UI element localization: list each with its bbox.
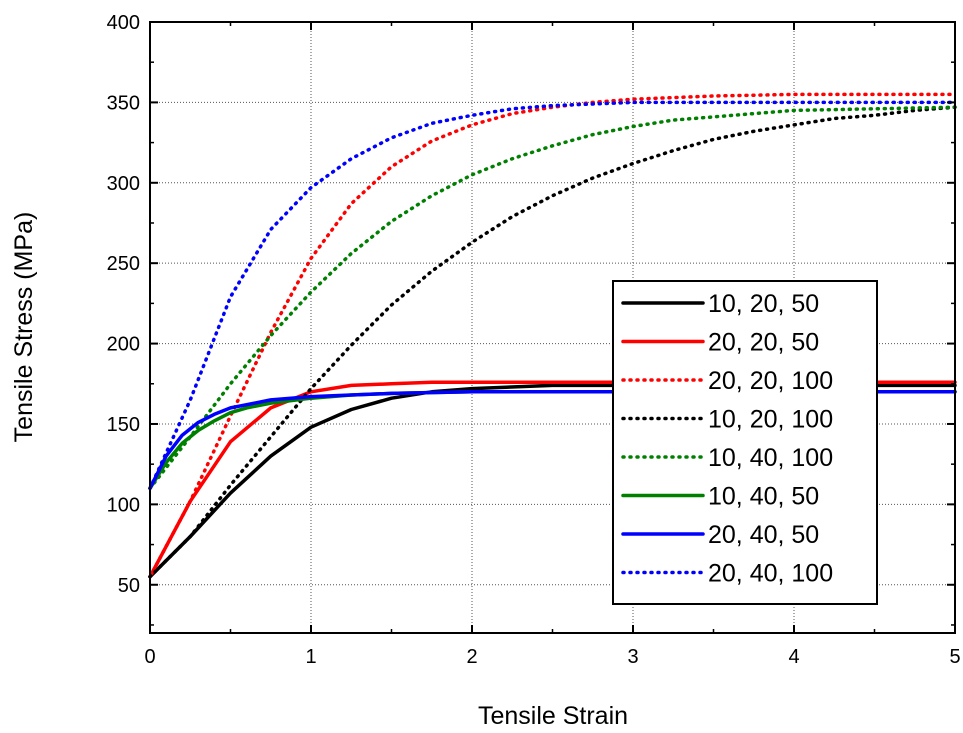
x-tick-label: 2 — [466, 646, 477, 668]
y-tick-label: 50 — [118, 575, 140, 597]
legend-label-3: 10, 20, 100 — [708, 406, 833, 434]
legend-label-5: 10, 40, 50 — [708, 483, 819, 511]
legend-label-1: 20, 20, 50 — [708, 329, 819, 357]
y-axis-title: Tensile Stress (MPa) — [10, 212, 38, 443]
legend-label-4: 10, 40, 100 — [708, 444, 833, 472]
legend-label-2: 20, 20, 100 — [708, 367, 833, 395]
x-tick-label: 4 — [788, 646, 799, 668]
y-tick-label: 300 — [107, 173, 140, 195]
x-tick-label: 3 — [627, 646, 638, 668]
y-tick-label: 100 — [107, 494, 140, 516]
y-tick-label: 150 — [107, 414, 140, 436]
y-tick-label: 350 — [107, 92, 140, 114]
legend-label-7: 20, 40, 100 — [708, 560, 833, 588]
y-tick-label: 200 — [107, 334, 140, 356]
x-tick-label: 5 — [949, 646, 960, 668]
x-tick-label: 0 — [144, 646, 155, 668]
x-axis-title: Tensile Strain — [478, 702, 628, 730]
legend-label-0: 10, 20, 50 — [708, 290, 819, 318]
legend-label-6: 20, 40, 50 — [708, 521, 819, 549]
y-tick-label: 400 — [107, 12, 140, 34]
x-tick-label: 1 — [305, 646, 316, 668]
y-tick-label: 250 — [107, 253, 140, 275]
legend: 10, 20, 50 20, 20, 50 20, 20, 100 10, 20, 1… — [613, 281, 877, 604]
